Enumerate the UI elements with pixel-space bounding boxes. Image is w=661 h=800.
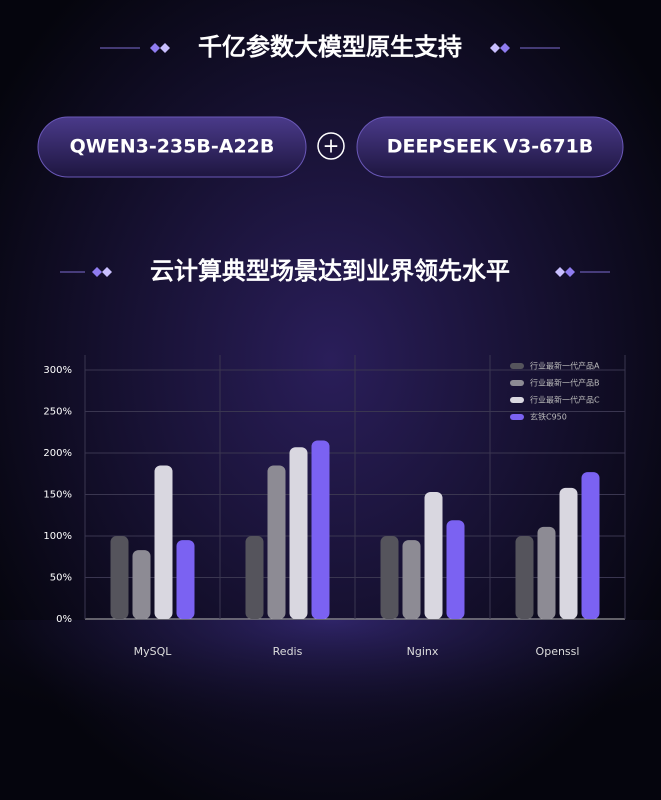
- bar: [515, 536, 534, 619]
- title-decor: [60, 47, 610, 273]
- bar: [446, 520, 465, 619]
- bar: [581, 472, 600, 619]
- bar: [380, 536, 399, 619]
- bar: [245, 536, 264, 619]
- plus-circle: [317, 132, 345, 160]
- bar: [267, 465, 286, 619]
- x-tick-label: Redis: [273, 645, 303, 658]
- model-pill: [356, 116, 624, 178]
- legend-label: 玄铁C950: [530, 412, 567, 422]
- y-tick-label: 50%: [50, 573, 72, 584]
- y-tick-label: 0%: [56, 614, 72, 625]
- legend-swatch: [510, 380, 524, 386]
- bar: [311, 440, 330, 619]
- y-tick-label: 300%: [43, 365, 72, 376]
- x-tick-label: MySQL: [134, 645, 173, 658]
- bar: [132, 550, 151, 619]
- legend-label: 行业最新一代产品C: [530, 395, 600, 405]
- model-pill: [37, 116, 307, 178]
- y-tick-label: 200%: [43, 448, 72, 459]
- plus: +: [323, 134, 340, 158]
- x-tick-label: Nginx: [407, 645, 439, 658]
- legend-label: 行业最新一代产品A: [530, 361, 600, 371]
- bar: [402, 540, 421, 619]
- bar: [289, 447, 308, 619]
- subtitle: 云计算典型场景达到业界领先水平: [150, 257, 510, 285]
- model-name: QWEN3-235B-A22B: [70, 136, 275, 158]
- bar: [537, 526, 556, 619]
- model-name: DEEPSEEK V3-671B: [387, 136, 594, 158]
- legend-swatch: [510, 414, 524, 420]
- x-tick-label: Openssl: [536, 645, 580, 658]
- diamonds: [92, 43, 575, 277]
- y-tick-label: 250%: [43, 407, 72, 418]
- legend-swatch: [510, 363, 524, 369]
- bar: [154, 465, 173, 619]
- y-tick-label: 150%: [43, 490, 72, 501]
- bar: [424, 492, 443, 619]
- legend-swatch: [510, 397, 524, 403]
- title: 千亿参数大模型原生支持: [198, 33, 462, 61]
- y-tick-label: 100%: [43, 531, 72, 542]
- bar: [110, 536, 129, 619]
- legend-label: 行业最新一代产品B: [530, 378, 600, 388]
- floor-glow: [0, 620, 661, 800]
- bar: [559, 487, 578, 619]
- bar: [176, 540, 195, 619]
